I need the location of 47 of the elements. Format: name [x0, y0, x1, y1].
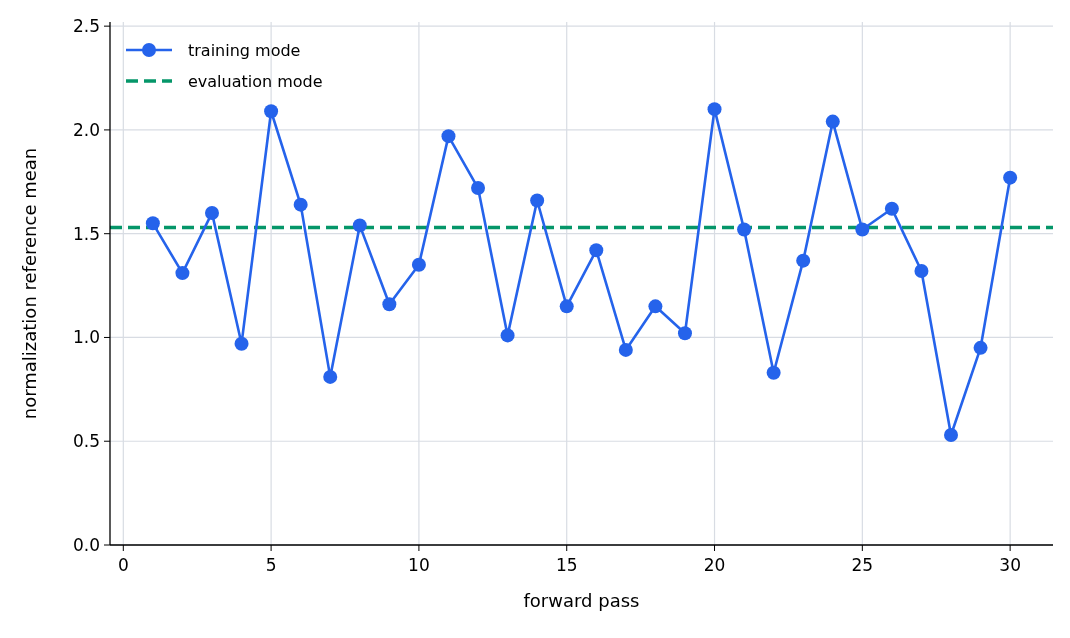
point: [352, 218, 367, 233]
point: [648, 299, 663, 314]
point: [973, 340, 988, 355]
y-tick-label: 2.5: [72, 16, 100, 37]
point: [204, 205, 219, 220]
x-axis-title: forward pass: [523, 590, 640, 611]
y-tick-label: 2.0: [72, 119, 100, 140]
x-tick-label: 10: [408, 555, 430, 575]
point: [145, 216, 160, 231]
point: [825, 114, 840, 129]
point: [264, 104, 279, 119]
x-tick-label: 0: [117, 555, 129, 575]
point: [707, 102, 722, 117]
point: [766, 365, 781, 380]
x-tick-label: 15: [555, 555, 578, 575]
legend-label: evaluation mode: [188, 72, 323, 91]
y-axis-title: normalization reference mean: [19, 147, 40, 420]
point: [796, 253, 811, 268]
point: [441, 129, 456, 144]
x-tick-label: 30: [999, 555, 1021, 575]
legend-label: training mode: [188, 41, 301, 60]
point: [471, 181, 486, 196]
point: [1003, 170, 1018, 185]
point: [944, 428, 959, 442]
point: [737, 222, 752, 237]
x-tick-label: 5: [265, 555, 277, 575]
point: [914, 264, 929, 279]
y-tick-label: 1.5: [72, 223, 100, 244]
point: [855, 222, 870, 237]
point: [293, 197, 308, 212]
point: [589, 243, 604, 258]
point: [530, 193, 545, 208]
point: [234, 336, 249, 351]
point: [411, 257, 426, 272]
point: [559, 299, 574, 314]
x-tick-label: 20: [703, 555, 726, 575]
point: [618, 342, 633, 357]
point: [175, 266, 190, 281]
x-tick-label: 25: [851, 555, 874, 575]
point: [677, 326, 692, 341]
point: [323, 369, 338, 384]
point: [382, 297, 397, 312]
y-tick-label: 0.0: [72, 535, 100, 555]
point: [884, 201, 899, 216]
y-tick-label: 1.0: [72, 327, 100, 348]
point: [500, 328, 515, 343]
y-tick-label: 0.5: [72, 431, 100, 452]
